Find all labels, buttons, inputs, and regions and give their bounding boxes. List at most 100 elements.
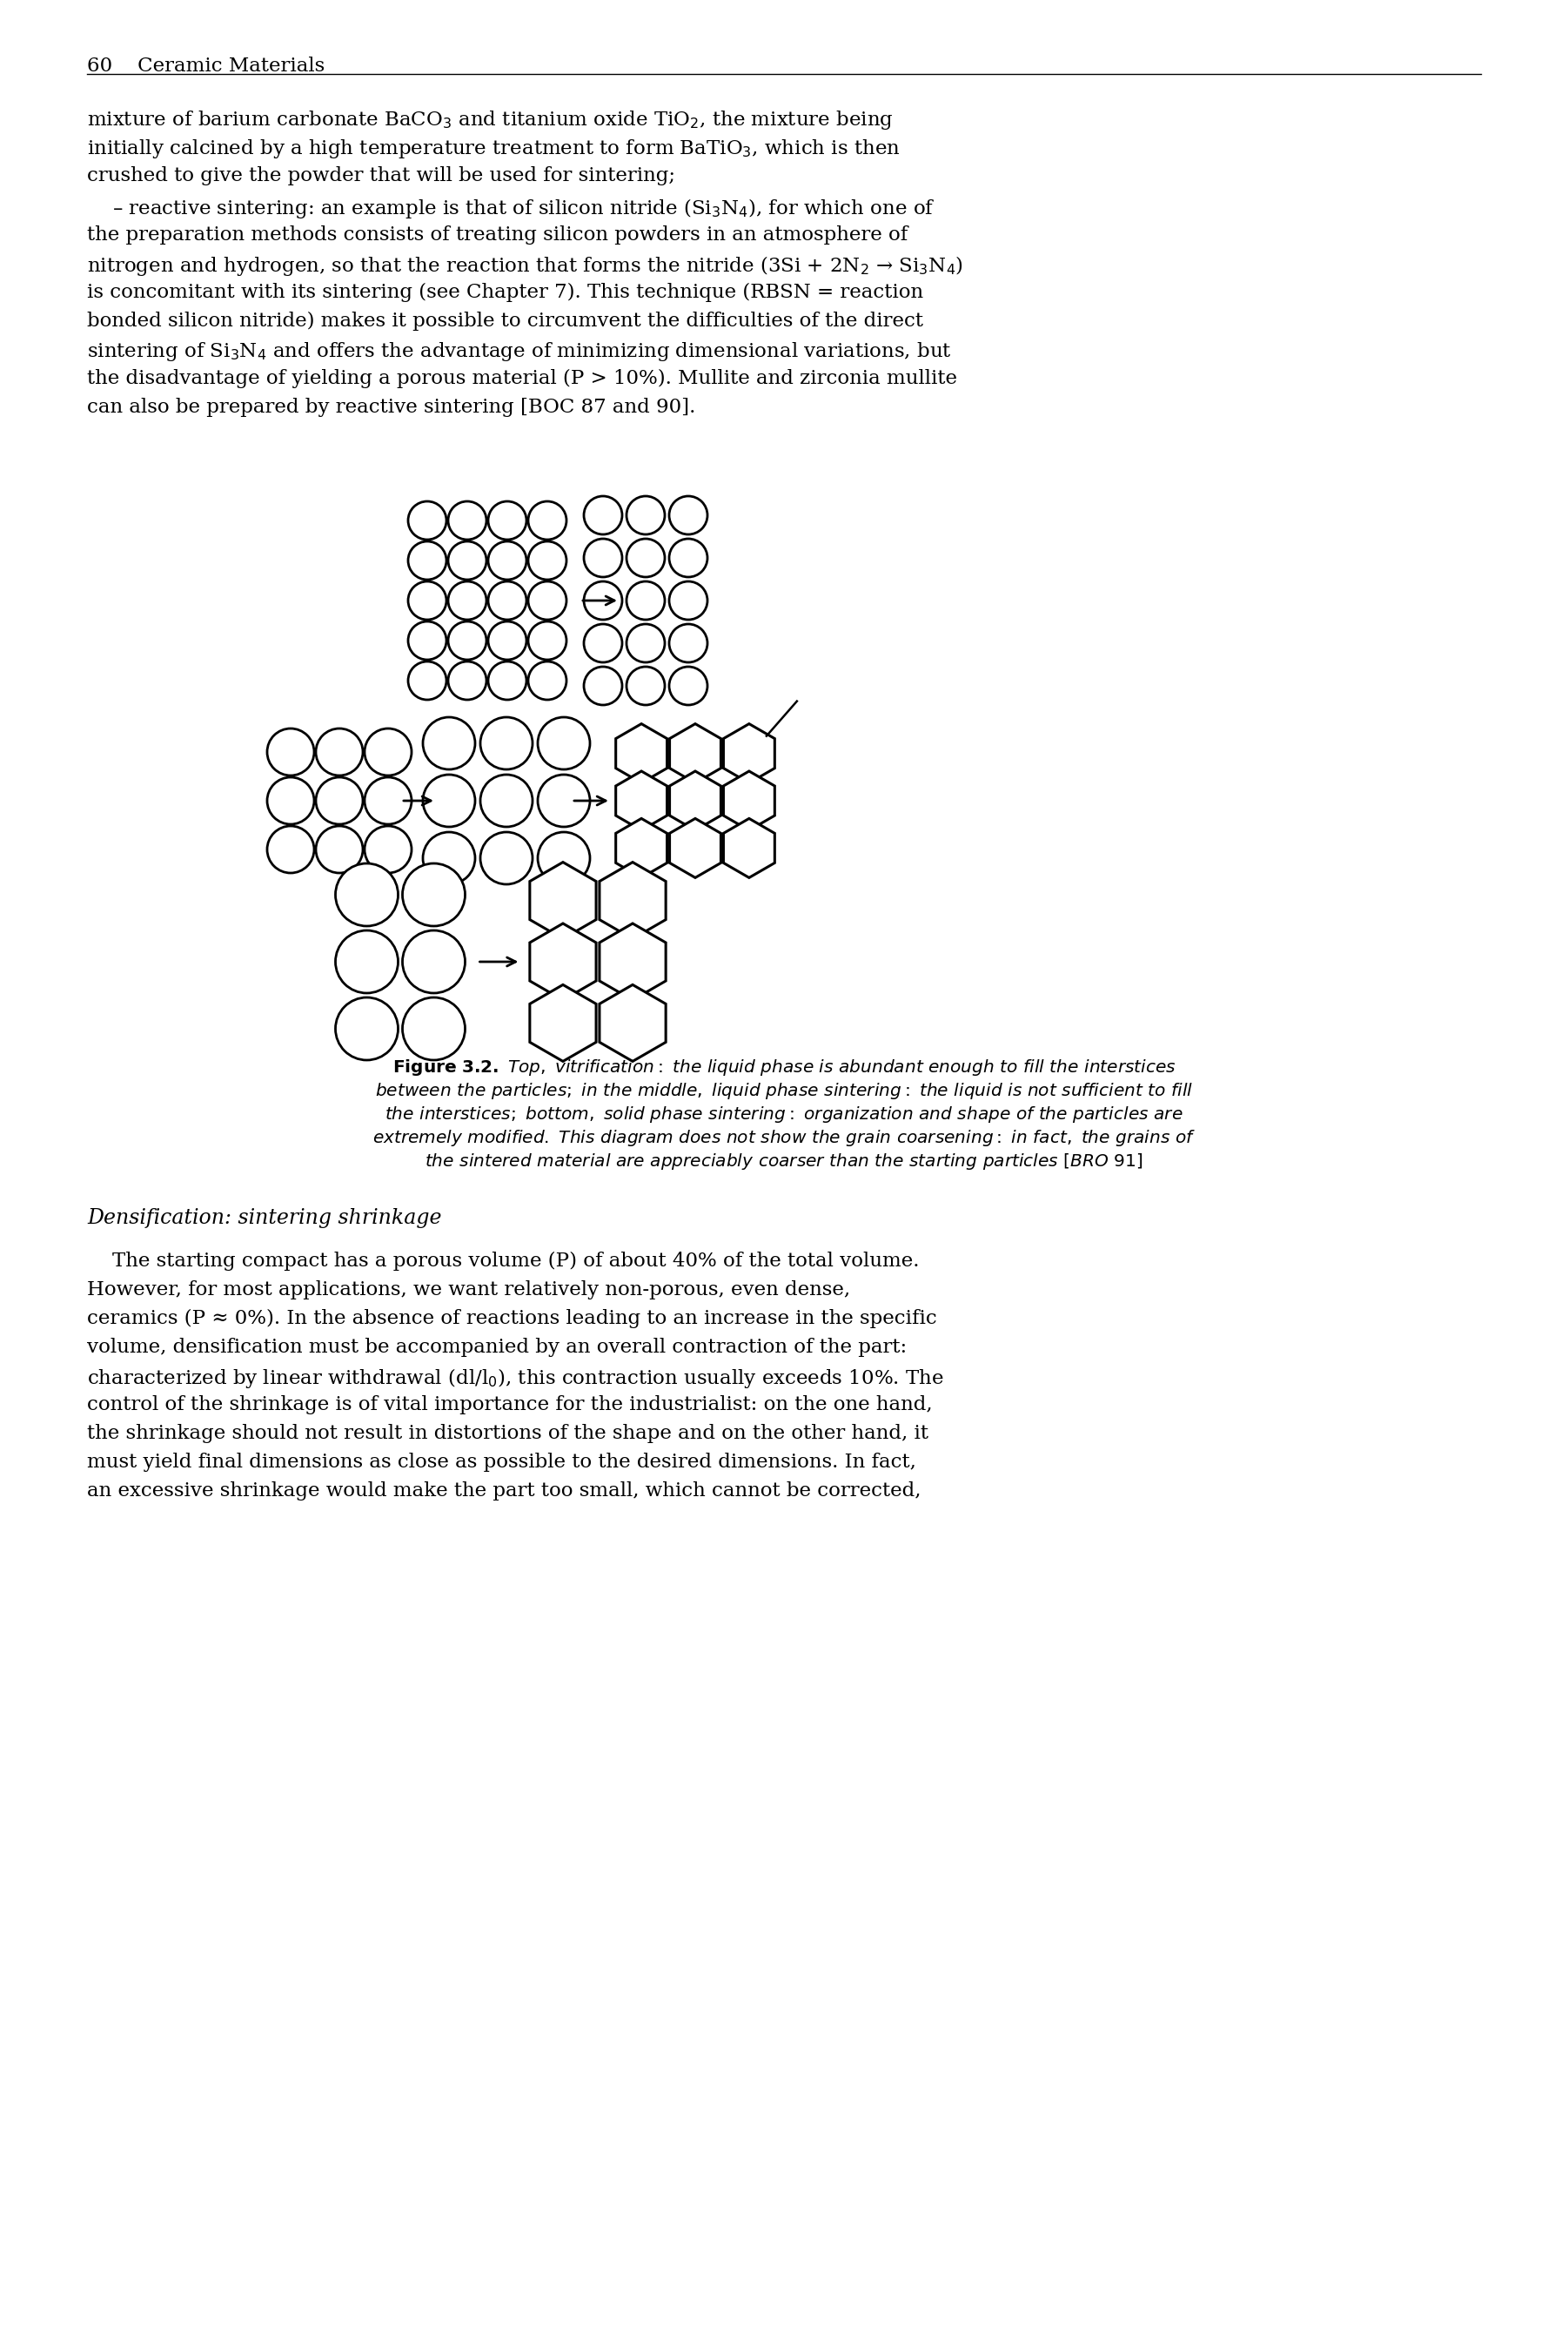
Polygon shape <box>599 924 666 1001</box>
Ellipse shape <box>336 862 398 926</box>
Ellipse shape <box>528 660 566 700</box>
Ellipse shape <box>583 667 622 705</box>
Text: sintering of Si$_3$N$_4$ and offers the advantage of minimizing dimensional vari: sintering of Si$_3$N$_4$ and offers the … <box>86 341 952 362</box>
Ellipse shape <box>583 580 622 620</box>
Text: ceramics (P ≈ 0%). In the absence of reactions leading to an increase in the spe: ceramics (P ≈ 0%). In the absence of rea… <box>86 1309 938 1328</box>
Ellipse shape <box>423 832 475 884</box>
Text: mixture of barium carbonate BaCO$_3$ and titanium oxide TiO$_2$, the mixture bei: mixture of barium carbonate BaCO$_3$ and… <box>86 108 894 132</box>
Polygon shape <box>599 862 666 938</box>
Ellipse shape <box>627 496 665 533</box>
Text: the preparation methods consists of treating silicon powders in an atmosphere of: the preparation methods consists of trea… <box>86 226 908 244</box>
Text: $\mathit{extremely\ modified.\ This\ diagram\ does\ not\ show\ the\ grain\ coars: $\mathit{extremely\ modified.\ This\ dia… <box>372 1128 1196 1149</box>
Ellipse shape <box>480 717 533 768</box>
Ellipse shape <box>336 996 398 1060</box>
Ellipse shape <box>538 717 590 768</box>
Ellipse shape <box>488 501 527 541</box>
Polygon shape <box>530 985 596 1062</box>
Ellipse shape <box>488 580 527 620</box>
Polygon shape <box>616 771 666 830</box>
Text: – reactive sintering: an example is that of silicon nitride (Si$_3$N$_4$), for w: – reactive sintering: an example is that… <box>86 197 935 221</box>
Polygon shape <box>530 924 596 1001</box>
Ellipse shape <box>267 728 314 776</box>
Ellipse shape <box>408 580 447 620</box>
Text: volume, densification must be accompanied by an overall contraction of the part:: volume, densification must be accompanie… <box>86 1337 906 1356</box>
Polygon shape <box>530 862 596 938</box>
Ellipse shape <box>267 778 314 825</box>
Ellipse shape <box>423 776 475 827</box>
Text: $\mathit{between\ the\ particles;\ in\ the\ middle,\ liquid\ phase\ sintering:\ : $\mathit{between\ the\ particles;\ in\ t… <box>375 1081 1193 1102</box>
Polygon shape <box>723 818 775 877</box>
Ellipse shape <box>670 667 707 705</box>
Ellipse shape <box>670 580 707 620</box>
Ellipse shape <box>408 501 447 541</box>
Polygon shape <box>723 771 775 830</box>
Text: must yield final dimensions as close as possible to the desired dimensions. In f: must yield final dimensions as close as … <box>86 1452 916 1471</box>
Text: control of the shrinkage is of vital importance for the industrialist: on the on: control of the shrinkage is of vital imp… <box>86 1396 933 1415</box>
Text: 60    Ceramic Materials: 60 Ceramic Materials <box>86 56 325 75</box>
Polygon shape <box>670 724 721 783</box>
Ellipse shape <box>315 825 362 872</box>
Ellipse shape <box>408 620 447 660</box>
Text: nitrogen and hydrogen, so that the reaction that forms the nitride (3Si + 2N$_2$: nitrogen and hydrogen, so that the react… <box>86 254 963 277</box>
Ellipse shape <box>403 931 466 994</box>
Ellipse shape <box>583 625 622 663</box>
Text: can also be prepared by reactive sintering [BOC 87 and 90].: can also be prepared by reactive sinteri… <box>86 397 696 416</box>
Polygon shape <box>723 724 775 783</box>
Ellipse shape <box>448 540 486 580</box>
Ellipse shape <box>528 501 566 541</box>
Ellipse shape <box>408 540 447 580</box>
Ellipse shape <box>488 620 527 660</box>
Ellipse shape <box>670 625 707 663</box>
Ellipse shape <box>528 580 566 620</box>
Text: $\mathit{the\ interstices;\ bottom,\ solid\ phase\ sintering:\ organization\ and: $\mathit{the\ interstices;\ bottom,\ sol… <box>384 1104 1184 1126</box>
Ellipse shape <box>365 825 411 872</box>
Text: $\mathbf{Figure\ 3.2.}$ $\mathit{Top,\ vitrification:\ the\ liquid\ phase\ is\ a: $\mathbf{Figure\ 3.2.}$ $\mathit{Top,\ v… <box>392 1058 1176 1079</box>
Ellipse shape <box>403 862 466 926</box>
Ellipse shape <box>423 717 475 768</box>
Ellipse shape <box>583 538 622 578</box>
Text: the disadvantage of yielding a porous material (P > 10%). Mullite and zirconia m: the disadvantage of yielding a porous ma… <box>86 369 956 388</box>
Ellipse shape <box>365 778 411 825</box>
Text: However, for most applications, we want relatively non-porous, even dense,: However, for most applications, we want … <box>86 1281 850 1300</box>
Ellipse shape <box>365 728 411 776</box>
Ellipse shape <box>670 496 707 533</box>
Ellipse shape <box>627 625 665 663</box>
Text: bonded silicon nitride) makes it possible to circumvent the difficulties of the : bonded silicon nitride) makes it possibl… <box>86 313 924 331</box>
Polygon shape <box>616 818 666 877</box>
Ellipse shape <box>336 931 398 994</box>
Polygon shape <box>616 724 666 783</box>
Text: characterized by linear withdrawal (dl/l$_0$), this contraction usually exceeds : characterized by linear withdrawal (dl/l… <box>86 1365 944 1389</box>
Ellipse shape <box>315 778 362 825</box>
Text: The starting compact has a porous volume (P) of about 40% of the total volume.: The starting compact has a porous volume… <box>86 1253 919 1271</box>
Ellipse shape <box>627 538 665 578</box>
Text: $\mathit{the\ sintered\ material\ are\ appreciably\ coarser\ than\ the\ starting: $\mathit{the\ sintered\ material\ are\ a… <box>425 1152 1143 1173</box>
Ellipse shape <box>408 660 447 700</box>
Ellipse shape <box>528 620 566 660</box>
Polygon shape <box>670 771 721 830</box>
Ellipse shape <box>538 776 590 827</box>
Ellipse shape <box>448 620 486 660</box>
Ellipse shape <box>267 825 314 872</box>
Ellipse shape <box>538 832 590 884</box>
Ellipse shape <box>315 728 362 776</box>
Ellipse shape <box>448 501 486 541</box>
Text: Densification: sintering shrinkage: Densification: sintering shrinkage <box>86 1208 442 1229</box>
Ellipse shape <box>670 538 707 578</box>
Polygon shape <box>599 985 666 1062</box>
Ellipse shape <box>583 496 622 533</box>
Ellipse shape <box>448 660 486 700</box>
Polygon shape <box>670 818 721 877</box>
Ellipse shape <box>627 580 665 620</box>
Ellipse shape <box>488 540 527 580</box>
Ellipse shape <box>448 580 486 620</box>
Ellipse shape <box>480 832 533 884</box>
Ellipse shape <box>627 667 665 705</box>
Text: initially calcined by a high temperature treatment to form BaTiO$_3$, which is t: initially calcined by a high temperature… <box>86 139 900 160</box>
Text: is concomitant with its sintering (see Chapter 7). This technique (RBSN = reacti: is concomitant with its sintering (see C… <box>86 282 924 303</box>
Ellipse shape <box>480 776 533 827</box>
Text: an excessive shrinkage would make the part too small, which cannot be corrected,: an excessive shrinkage would make the pa… <box>86 1480 920 1502</box>
Text: crushed to give the powder that will be used for sintering;: crushed to give the powder that will be … <box>86 167 676 186</box>
Ellipse shape <box>403 996 466 1060</box>
Text: the shrinkage should not result in distortions of the shape and on the other han: the shrinkage should not result in disto… <box>86 1424 928 1443</box>
Ellipse shape <box>488 660 527 700</box>
